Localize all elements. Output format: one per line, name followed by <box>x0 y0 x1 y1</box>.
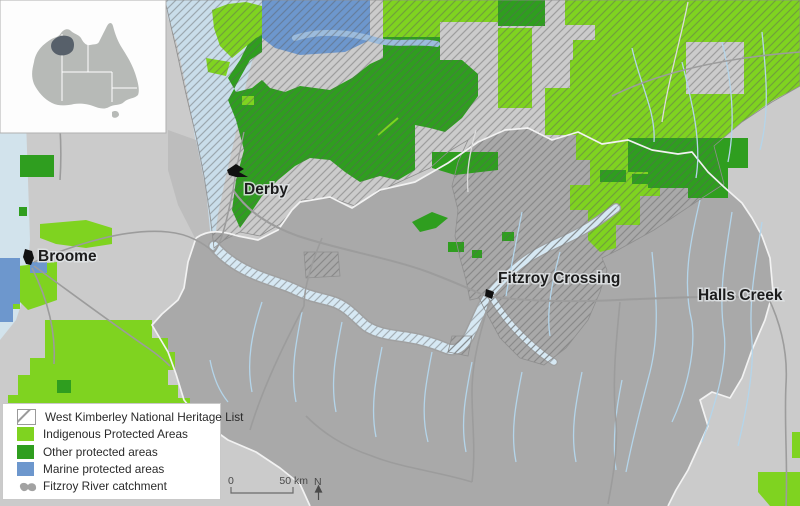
legend-label: Other protected areas <box>43 444 158 459</box>
legend-row-other-protected: Other protected areas <box>17 443 214 460</box>
fitzroy-crossing-label: Fitzroy Crossing <box>498 270 620 287</box>
legend-row-catchment: Fitzroy River catchment <box>17 478 214 495</box>
derby-label: Derby <box>244 181 288 198</box>
legend-row-heritage: West Kimberley National Heritage List <box>17 408 243 425</box>
tasmania <box>112 111 119 118</box>
scale-distance-label: 50 km <box>279 475 308 487</box>
legend-label: Indigenous Protected Areas <box>43 427 188 442</box>
heritage-hatch-areas <box>164 0 800 366</box>
broome-label: Broome <box>38 248 97 265</box>
legend-label: West Kimberley National Heritage List <box>45 409 244 424</box>
state-borders <box>61 34 137 102</box>
inset-map-australia <box>0 0 167 134</box>
roads <box>31 51 800 506</box>
halls-creek-marker <box>775 291 781 298</box>
rivers <box>209 1 767 473</box>
peninsula-land <box>168 130 212 250</box>
catchment-boundary <box>151 127 774 506</box>
marine-areas-swatch-icon <box>17 461 34 476</box>
fitzroy-crossing-marker <box>485 289 494 299</box>
indigenous-areas-swatch-icon <box>17 427 34 442</box>
catchment-blob-icon <box>17 479 37 493</box>
broome-marker <box>23 249 34 265</box>
halls-creek-label: Halls Creek <box>698 287 783 304</box>
legend-label: Marine protected areas <box>43 461 165 476</box>
north-label: N <box>314 476 322 488</box>
heritage-hatch-swatch-icon <box>17 408 36 425</box>
scale-bar-line <box>230 487 294 494</box>
scale-bar: 0 50 km N <box>228 475 323 500</box>
north-arrow-icon <box>314 484 323 500</box>
legend-row-indigenous: Indigenous Protected Areas <box>17 425 214 442</box>
kimberley-highlight <box>51 35 74 56</box>
legend-row-marine: Marine protected areas <box>17 460 214 477</box>
map-legend: West Kimberley National Heritage List In… <box>2 403 243 500</box>
derby-marker <box>227 164 248 177</box>
scale-zero-label: 0 <box>228 475 234 487</box>
towns: Broome Derby Fitzroy Crossing Halls Cree… <box>23 164 784 306</box>
other-areas-swatch-icon <box>17 444 34 459</box>
legend-label: Fitzroy River catchment <box>43 479 167 494</box>
